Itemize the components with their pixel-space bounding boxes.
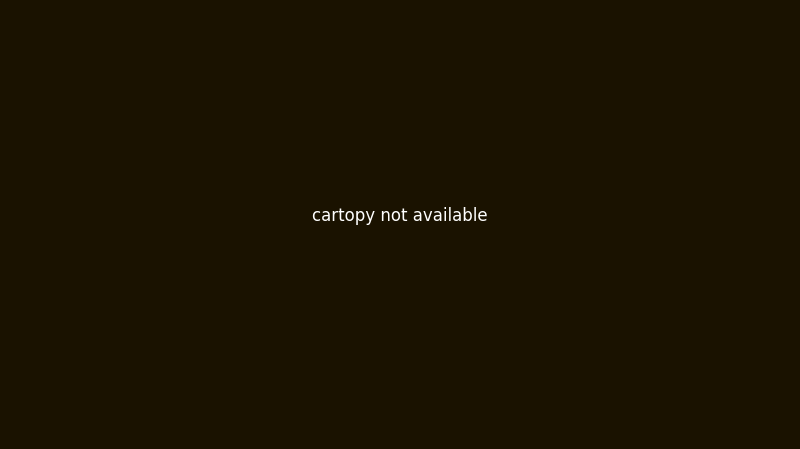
Text: cartopy not available: cartopy not available [312, 207, 488, 224]
